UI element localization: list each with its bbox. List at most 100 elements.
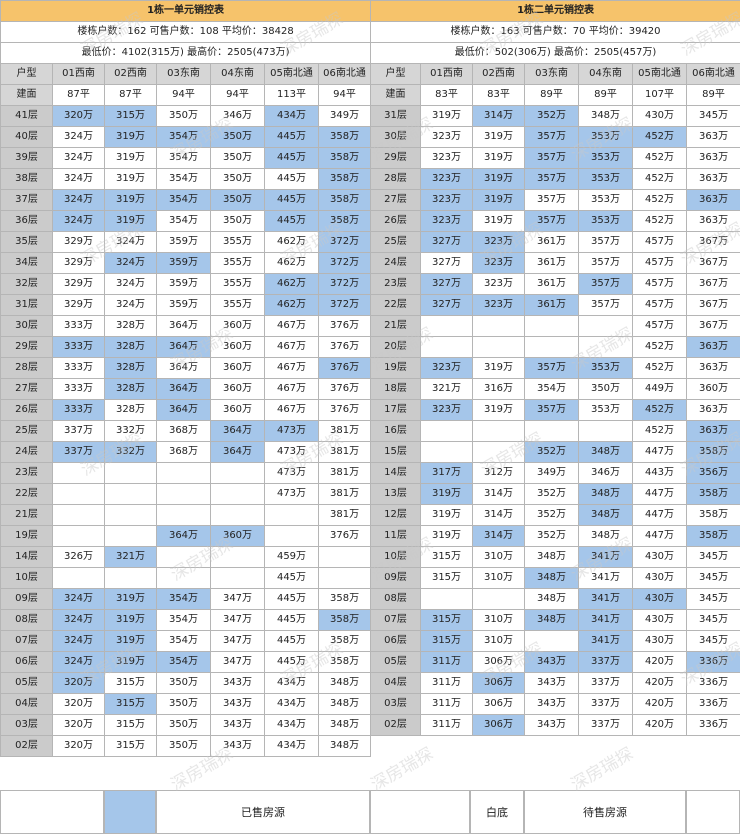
table-row: 23层 327万 323万 361万 357万 457万 367万	[370, 273, 740, 295]
price-cell	[104, 504, 157, 526]
price-cell-sold: 324万	[52, 651, 105, 673]
price-cell-sold: 315万	[104, 693, 157, 715]
price-cell: 360万	[210, 357, 265, 379]
price-cell: 324万	[104, 273, 157, 295]
table-row: 37层 324万 319万 354万 350万 445万 358万	[0, 189, 372, 211]
price-cell: 310万	[472, 609, 525, 631]
price-cell-sold: 341万	[578, 630, 633, 652]
price-cell: 447万	[632, 504, 687, 526]
price-cell: 364万	[156, 357, 211, 379]
table-row: 30层 333万 328万 364万 360万 467万 376万	[0, 315, 372, 337]
price-cell-sold: 319万	[104, 609, 157, 631]
price-cell-sold: 315万	[104, 105, 157, 127]
price-cell-sold: 321万	[104, 546, 157, 568]
unit-area: 89平	[524, 84, 579, 106]
price-cell-sold: 323万	[472, 252, 525, 274]
unit-area: 89平	[685, 84, 740, 106]
price-cell-sold: 357万	[524, 126, 579, 148]
price-cell-sold: 324万	[52, 630, 105, 652]
price-cell: 329万	[52, 252, 105, 274]
floor-label: 07层	[0, 630, 53, 652]
price-cell: 381万	[317, 420, 372, 442]
table-row: 03层 320万 315万 350万 343万 434万 348万	[0, 714, 372, 736]
price-cell: 457万	[632, 231, 687, 253]
price-cell: 320万	[52, 693, 105, 715]
floor-label: 15层	[370, 441, 421, 463]
floor-label: 32层	[0, 273, 53, 295]
price-cell: 457万	[632, 294, 687, 316]
price-cell-sold: 343万	[524, 651, 579, 673]
price-cell: 343万	[210, 693, 265, 715]
price-cell: 352万	[524, 504, 579, 526]
table-row: 24层 337万 332万 368万 364万 473万 381万	[0, 441, 372, 463]
price-cell-sold: 358万	[317, 210, 372, 232]
floor-label: 23层	[370, 273, 421, 295]
price-cell: 323万	[420, 147, 473, 169]
price-cell: 452万	[632, 168, 687, 190]
table-row: 24层 327万 323万 361万 357万 457万 367万	[370, 252, 740, 274]
price-cell-sold: 358万	[317, 168, 372, 190]
price-cell: 333万	[52, 315, 105, 337]
price-cell: 358万	[317, 588, 372, 610]
price-cell: 333万	[52, 357, 105, 379]
price-cell-sold: 364万	[210, 441, 265, 463]
price-cell: 350万	[210, 147, 265, 169]
price-cell: 452万	[632, 210, 687, 232]
unit-header: 04东南	[578, 63, 633, 85]
price-cell: 430万	[632, 630, 687, 652]
price-cell-sold: 319万	[104, 126, 157, 148]
price-cell: 434万	[264, 735, 319, 757]
price-cell: 430万	[632, 609, 687, 631]
price-cell	[264, 504, 319, 526]
price-cell-sold: 319万	[472, 189, 525, 211]
table-row: 29层 333万 328万 364万 360万 467万 376万	[0, 336, 372, 358]
price-cell-sold: 473万	[264, 420, 319, 442]
price-cell: 350万	[210, 210, 265, 232]
unit-1-sales-table: 1栋一单元销控表 楼栋户数：162 可售户数：108 平均价：38428 最低价…	[0, 0, 372, 757]
price-cell: 420万	[632, 651, 687, 673]
price-cell: 376万	[317, 525, 372, 547]
unit-header: 06南北通	[317, 63, 372, 85]
price-cell-sold: 352万	[524, 105, 579, 127]
price-cell-sold: 363万	[685, 189, 740, 211]
table-row: 22层 473万 381万	[0, 483, 372, 505]
floor-label: 13层	[370, 483, 421, 505]
table-row: 18层 321万 316万 354万 350万 449万 360万	[370, 378, 740, 400]
price-cell: 319万	[420, 105, 473, 127]
table-row: 17层 323万 319万 357万 353万 452万 363万	[370, 399, 740, 421]
price-cell: 348万	[317, 693, 372, 715]
price-cell	[156, 483, 211, 505]
price-cell-sold: 348万	[524, 567, 579, 589]
price-cell	[104, 525, 157, 547]
table-row: 26层 333万 328万 364万 360万 467万 376万	[0, 399, 372, 421]
price-cell: 434万	[264, 714, 319, 736]
unit-2-sales-table: 1栋二单元销控表 楼栋户数：163 可售户数：70 平均价：39420 最低价：…	[369, 0, 740, 736]
price-cell: 367万	[685, 273, 740, 295]
price-cell: 337万	[578, 693, 633, 715]
table-row: 19层 323万 319万 357万 353万 452万 363万	[370, 357, 740, 379]
table-row: 28层 323万 319万 357万 353万 452万 363万	[370, 168, 740, 190]
price-cell: 357万	[578, 231, 633, 253]
floor-label: 25层	[370, 231, 421, 253]
price-cell: 348万	[524, 588, 579, 610]
table-row: 05层 320万 315万 350万 343万 434万 348万	[0, 672, 372, 694]
price-cell-sold: 357万	[524, 357, 579, 379]
floor-label: 39层	[0, 147, 53, 169]
price-cell: 337万	[52, 420, 105, 442]
price-cell: 347万	[210, 651, 265, 673]
price-cell-sold: 360万	[210, 525, 265, 547]
table-row: 39层 324万 319万 354万 350万 445万 358万	[0, 147, 372, 169]
watermark-text: 深房瑞探	[567, 744, 637, 796]
price-cell: 443万	[632, 462, 687, 484]
unit-area: 89平	[578, 84, 633, 106]
price-cell	[52, 504, 105, 526]
price-cell-sold: 353万	[578, 147, 633, 169]
floor-label: 18层	[370, 378, 421, 400]
floor-label: 19层	[370, 357, 421, 379]
table-row: 15层 352万 348万 447万 358万	[370, 441, 740, 463]
floor-label: 29层	[0, 336, 53, 358]
price-cell-sold: 333万	[52, 336, 105, 358]
floor-label: 03层	[370, 693, 421, 715]
price-cell-sold: 358万	[685, 483, 740, 505]
floor-label: 30层	[370, 126, 421, 148]
